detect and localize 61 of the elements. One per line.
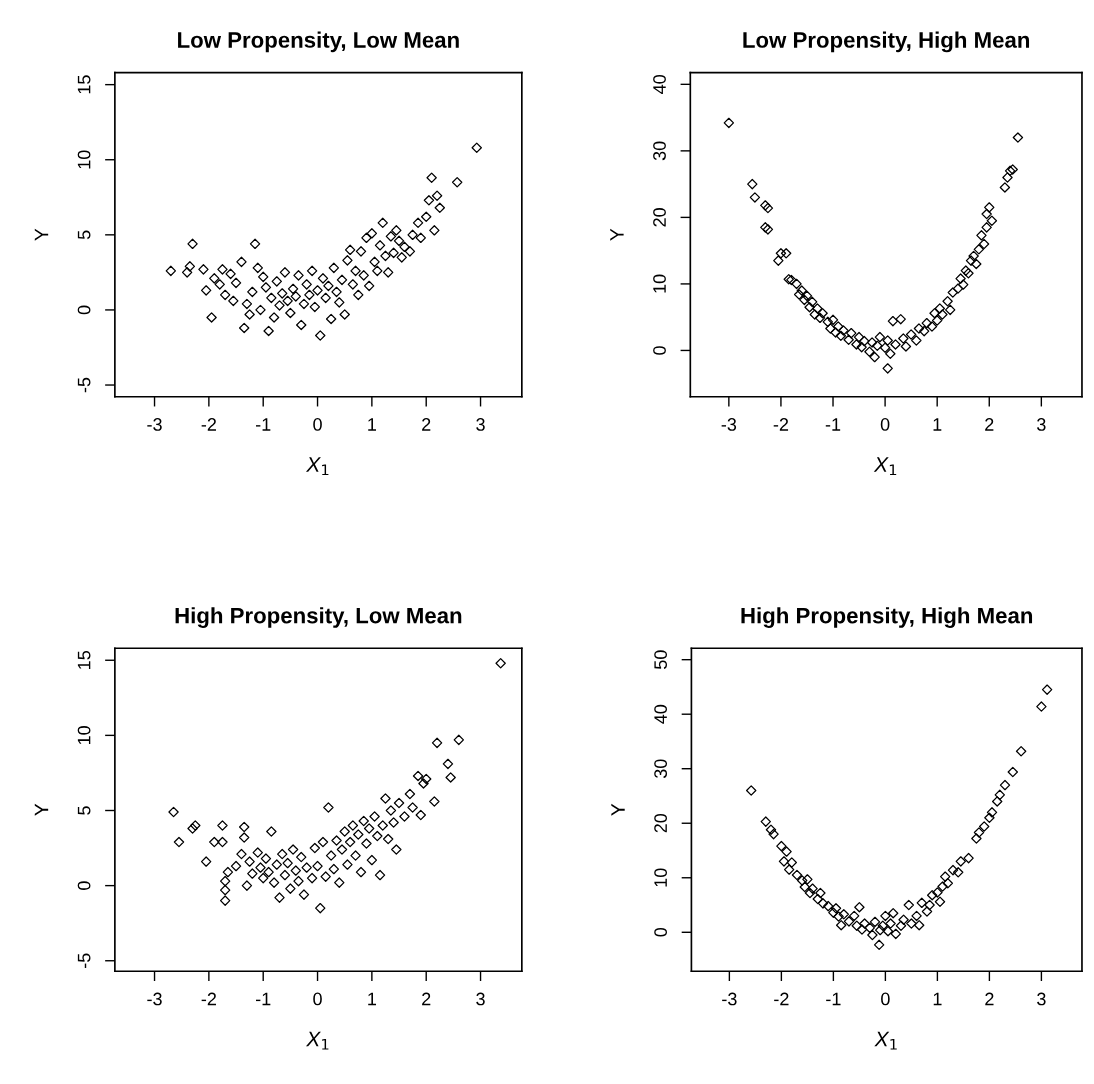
y-tick-label: 15 [77, 650, 91, 669]
x-tick-label: -3 [722, 992, 737, 1006]
x-tick-label: -2 [201, 992, 216, 1006]
x-tick-label: 2 [422, 992, 431, 1006]
x-tick-label: 0 [880, 418, 890, 431]
x-tick-label: 0 [881, 992, 890, 1006]
x-axis-title: X$_{1}$ [305, 457, 329, 476]
x-tick-label: 0 [313, 418, 322, 431]
y-tick-label: 0 [77, 881, 91, 890]
x-tick-label: 1 [368, 418, 377, 431]
y-tick-label: 30 [654, 759, 668, 779]
x-tick-label: 0 [313, 992, 322, 1006]
y-tick-label: 20 [654, 813, 668, 833]
y-tick-label: 10 [77, 726, 91, 745]
y-tick-label: 20 [653, 208, 666, 227]
y-tick-label: -5 [77, 377, 91, 393]
y-axis-title: Y [34, 228, 49, 241]
x-axis-title: X$_{1}$ [873, 457, 897, 476]
y-tick-label: 0 [77, 305, 91, 315]
x-tick-label: 1 [368, 992, 377, 1006]
y-tick-label: 40 [653, 75, 666, 94]
x-tick-label: -1 [825, 418, 841, 431]
y-tick-label: 5 [77, 230, 91, 240]
x-tick-label: -1 [255, 992, 271, 1006]
x-tick-label: -2 [773, 418, 789, 431]
x-tick-label: -3 [147, 418, 162, 431]
y-tick-label: 10 [653, 274, 666, 293]
x-tick-label: 2 [985, 418, 994, 431]
y-tick-label: 50 [654, 650, 668, 669]
x-tick-label: -1 [255, 418, 271, 431]
x-tick-label: 3 [476, 992, 485, 1006]
y-axis-title: Y [611, 803, 625, 816]
x-tick-label: 2 [985, 992, 994, 1006]
y-tick-label: 10 [77, 150, 91, 169]
x-axis-title: X$_{1}$ [874, 1031, 897, 1050]
y-axis-title: Y [610, 228, 624, 241]
x-tick-label: 1 [933, 418, 942, 431]
y-axis-title: Y [34, 803, 49, 816]
chart-title: High Propensity, Low Mean [175, 607, 462, 628]
x-tick-label: 3 [1037, 992, 1046, 1006]
x-tick-label: -1 [826, 992, 841, 1006]
x-axis-title: X$_{1}$ [305, 1031, 329, 1050]
x-tick-label: -2 [774, 992, 789, 1006]
y-tick-label: -5 [77, 953, 91, 968]
y-tick-label: 0 [653, 346, 666, 355]
y-tick-label: 5 [77, 806, 91, 815]
x-tick-label: 2 [422, 418, 431, 431]
y-tick-label: 10 [654, 868, 668, 887]
chart-title: Low Propensity, High Mean [743, 31, 1030, 53]
x-tick-label: 3 [1037, 418, 1046, 431]
chart-title: Low Propensity, Low Mean [178, 31, 459, 53]
x-tick-label: -2 [201, 418, 216, 431]
chart-title: High Propensity, High Mean [741, 607, 1033, 628]
x-tick-label: 3 [476, 418, 485, 431]
y-tick-label: 30 [653, 141, 666, 161]
y-tick-label: 0 [654, 927, 668, 937]
x-tick-label: 1 [933, 992, 942, 1006]
y-tick-label: 15 [77, 75, 91, 94]
x-tick-label: -3 [721, 418, 737, 431]
y-tick-label: 40 [654, 704, 668, 724]
x-tick-label: -3 [147, 992, 162, 1006]
